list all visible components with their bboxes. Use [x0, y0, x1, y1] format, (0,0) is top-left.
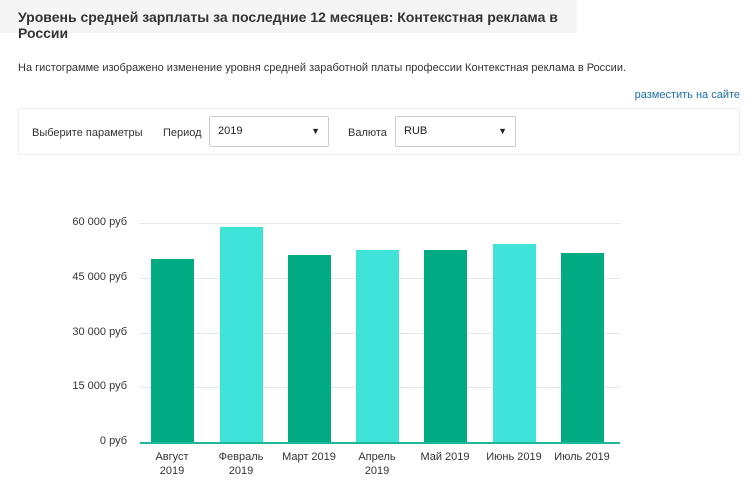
y-tick-label: 30 000 руб [72, 325, 127, 338]
page-title: Уровень средней зарплаты за последние 12… [18, 9, 558, 41]
y-tick-label: 15 000 руб [72, 380, 127, 393]
embed-on-site-link[interactable]: разместить на сайте [634, 89, 740, 101]
x-tick-label: Июнь 2019 [486, 451, 542, 463]
period-label: Период [163, 127, 202, 139]
y-tick-label: 0 руб [99, 435, 127, 447]
x-tick-label: Март 2019 [282, 451, 336, 463]
bar[interactable] [220, 227, 263, 442]
currency-select[interactable]: RUB ▼ [395, 116, 516, 147]
x-tick-label: Август 2019 [155, 451, 189, 477]
currency-value: RUB [404, 125, 428, 137]
parameters-panel: Выберите параметры Период 2019 ▼ Валюта … [18, 108, 740, 155]
x-tick-label: Февраль 2019 [218, 451, 264, 477]
chevron-down-icon: ▼ [311, 126, 320, 136]
y-tick-label: 45 000 руб [72, 270, 127, 283]
y-tick-label: 60 000 руб [72, 216, 127, 228]
x-axis [140, 442, 620, 444]
bar[interactable] [493, 244, 536, 442]
period-select[interactable]: 2019 ▼ [209, 116, 329, 147]
bar[interactable] [356, 250, 399, 442]
bar[interactable] [151, 259, 194, 442]
parameters-label: Выберите параметры [32, 127, 143, 139]
period-value: 2019 [218, 125, 243, 137]
bar[interactable] [288, 255, 331, 442]
chart-description: На гистограмме изображено изменение уров… [18, 62, 627, 74]
page-header: Уровень средней зарплаты за последние 12… [0, 0, 577, 41]
x-tick-label: Май 2019 [420, 451, 470, 463]
bar[interactable] [561, 252, 604, 442]
chevron-down-icon: ▼ [498, 126, 507, 136]
currency-label: Валюта [348, 127, 387, 139]
x-tick-label: Апрель 2019 [358, 451, 396, 477]
x-tick-label: Июль 2019 [554, 451, 610, 463]
bar[interactable] [424, 250, 467, 442]
gridline [140, 223, 620, 224]
salary-bar-chart: 0 руб 15 000 руб 30 000 руб 45 000 руб 60 00… [0, 160, 754, 482]
